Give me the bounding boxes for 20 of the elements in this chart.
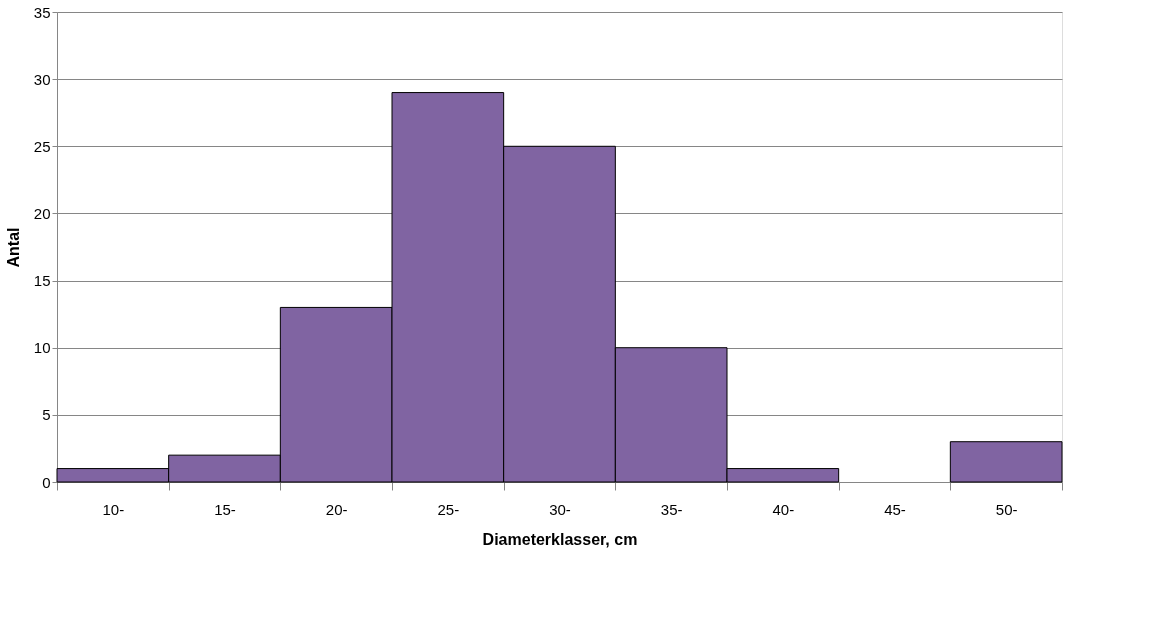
x-tick-label: 35-: [660, 500, 683, 518]
y-tick-label: 30: [33, 70, 51, 88]
x-axis-title: Diameterklasser, cm: [482, 530, 638, 548]
y-tick-label: 35: [33, 3, 51, 21]
x-tick-label: 15-: [214, 500, 236, 518]
x-tick-label: 25-: [437, 500, 460, 518]
x-tick-label: 40-: [772, 500, 795, 518]
y-tick-label: 25: [33, 137, 51, 155]
y-tick-label: 10: [33, 339, 51, 357]
y-tick-label: 15: [33, 272, 51, 290]
y-tick-label: 20: [33, 204, 51, 222]
x-tick-label: 45-: [884, 500, 906, 518]
bar: [949, 441, 1063, 483]
y-tick-label: 0: [42, 473, 51, 491]
x-tick-label: 50-: [995, 500, 1018, 518]
x-tick-label: 20-: [325, 500, 348, 518]
x-tick-label: 10-: [102, 500, 125, 518]
y-axis-title: Antal: [4, 227, 22, 268]
y-tick-label: 5: [42, 406, 51, 424]
x-tick-label: 30-: [549, 500, 571, 518]
